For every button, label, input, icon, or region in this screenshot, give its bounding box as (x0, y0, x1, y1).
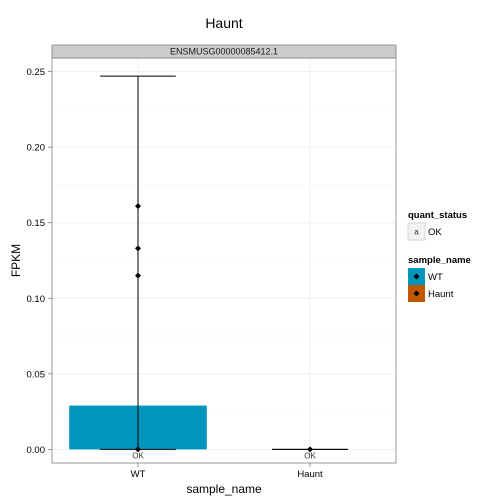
facet-label: ENSMUSG00000085412.1 (170, 47, 278, 57)
legend-key-quant-status (407, 222, 426, 241)
x-tick-label: Haunt (297, 469, 323, 480)
legend-key-glyph: a (414, 228, 419, 237)
legend-label-wt: WT (428, 272, 443, 283)
legend-key-diamond (413, 273, 420, 280)
y-tick-label: 0.10 (27, 294, 46, 305)
status-label-wt: OK (132, 451, 144, 460)
legend-title-quant-status: quant_status (408, 210, 467, 221)
x-axis-title: sample_name (186, 482, 262, 496)
replicate-point-wt (135, 272, 141, 279)
replicate-point-wt (135, 245, 141, 252)
facet-strip (51, 44, 397, 59)
y-tick-label: 0.25 (27, 67, 46, 78)
legend-title-sample-name: sample_name (408, 255, 471, 266)
replicate-point-haunt (307, 446, 313, 453)
status-label-haunt: OK (304, 451, 316, 460)
legend-label-haunt: Haunt (428, 289, 454, 300)
legend-key-diamond (413, 290, 420, 297)
replicate-point-wt (135, 203, 141, 210)
y-tick-label: 0.00 (27, 445, 46, 456)
replicate-point-wt (135, 446, 141, 453)
y-axis-title: FPKM (9, 244, 23, 277)
chart-title: Haunt (205, 15, 242, 31)
y-tick-label: 0.20 (27, 143, 46, 154)
legend-label-quant-status: OK (428, 227, 442, 238)
x-tick-label: WT (131, 469, 146, 480)
y-tick-label: 0.05 (27, 369, 46, 380)
y-tick-label: 0.15 (27, 218, 46, 229)
